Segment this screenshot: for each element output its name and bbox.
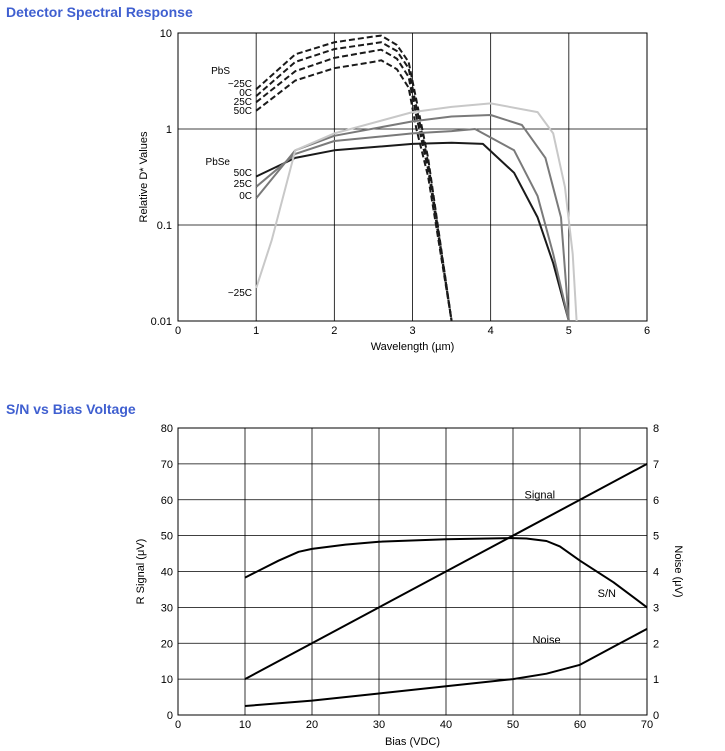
y-tick-label: 0 <box>167 710 173 722</box>
y2-tick-label: 4 <box>653 567 659 579</box>
series-line-pbse-25c <box>255 128 570 322</box>
y-axis-label: Relative D* Values <box>138 131 150 222</box>
series-label: 50C <box>234 168 252 179</box>
y-tick-label: 30 <box>161 602 173 614</box>
x-tick-label: 1 <box>253 325 259 337</box>
y-tick-label: 1 <box>166 124 172 136</box>
y-tick-label: 50 <box>161 531 173 543</box>
series-label: 25C <box>234 179 252 190</box>
x-axis-label: Bias (VDC) <box>385 736 440 748</box>
x-tick-label: 0 <box>175 719 181 731</box>
y-tick-label: 10 <box>161 674 173 686</box>
x-tick-label: 60 <box>574 719 586 731</box>
series-line-signal <box>244 463 648 680</box>
group-label-pbse: PbSe <box>206 157 231 168</box>
series-label: Noise <box>532 635 560 647</box>
series-line-pbse-50c <box>255 141 570 322</box>
x-axis-label: Wavelength (µm) <box>371 341 455 353</box>
series-label: 0C <box>239 191 252 202</box>
x-tick-label: 2 <box>331 325 337 337</box>
series-line-pbse-25c <box>255 102 578 322</box>
x-tick-label: 6 <box>644 325 650 337</box>
x-tick-label: 4 <box>488 325 494 337</box>
series-label: 25C <box>234 97 252 108</box>
series-line-pbs-0c <box>255 41 453 322</box>
y-tick-label: 0.01 <box>151 316 172 328</box>
y2-tick-label: 3 <box>653 602 659 614</box>
series-label: −25C <box>228 288 252 299</box>
series-line-pbs-25c <box>255 34 453 322</box>
y2-tick-label: 8 <box>653 423 659 435</box>
series-line-noise <box>244 628 648 707</box>
y2-tick-label: 6 <box>653 495 659 507</box>
series-label: Signal <box>525 489 556 501</box>
plot-frame <box>177 427 648 716</box>
y-tick-label: 0.1 <box>157 220 172 232</box>
x-tick-label: 40 <box>440 719 452 731</box>
series-line-pbse-0c <box>255 114 570 322</box>
spectral-response-title: Detector Spectral Response <box>6 4 193 20</box>
y-axis-label: R Signal (μV) <box>135 539 147 605</box>
series-line-s-n <box>244 537 648 609</box>
y-tick-label: 40 <box>161 567 173 579</box>
plot-frame <box>177 32 648 322</box>
y2-axis-label: Noise (μV) <box>672 545 684 597</box>
y-tick-label: 80 <box>161 423 173 435</box>
sn-bias-title: S/N vs Bias Voltage <box>6 401 136 417</box>
series-line-pbs-50c <box>255 59 453 322</box>
x-tick-label: 10 <box>239 719 251 731</box>
x-tick-label: 50 <box>507 719 519 731</box>
series-label: S/N <box>598 588 616 600</box>
y2-tick-label: 2 <box>653 638 659 650</box>
y-tick-label: 70 <box>161 459 173 471</box>
y2-tick-label: 0 <box>653 710 659 722</box>
y2-tick-label: 7 <box>653 459 659 471</box>
y-tick-label: 60 <box>161 495 173 507</box>
x-tick-label: 5 <box>566 325 572 337</box>
y2-tick-label: 1 <box>653 674 659 686</box>
y-tick-label: 20 <box>161 638 173 650</box>
series-label: −25C <box>228 79 252 90</box>
x-tick-label: 0 <box>175 325 181 337</box>
x-tick-label: 20 <box>306 719 318 731</box>
y-tick-label: 10 <box>160 28 172 40</box>
group-label-pbs: PbS <box>211 66 230 77</box>
spectral-response-chart: 0 1 2 3 4 5 60.010.1110−25C0C25C50C50C25C0C−25… <box>138 28 650 353</box>
x-tick-label: 3 <box>409 325 415 337</box>
x-tick-label: 70 <box>641 719 653 731</box>
x-tick-label: 30 <box>373 719 385 731</box>
y2-tick-label: 5 <box>653 531 659 543</box>
series-label: 0C <box>239 88 252 99</box>
series-label: 50C <box>234 106 252 117</box>
